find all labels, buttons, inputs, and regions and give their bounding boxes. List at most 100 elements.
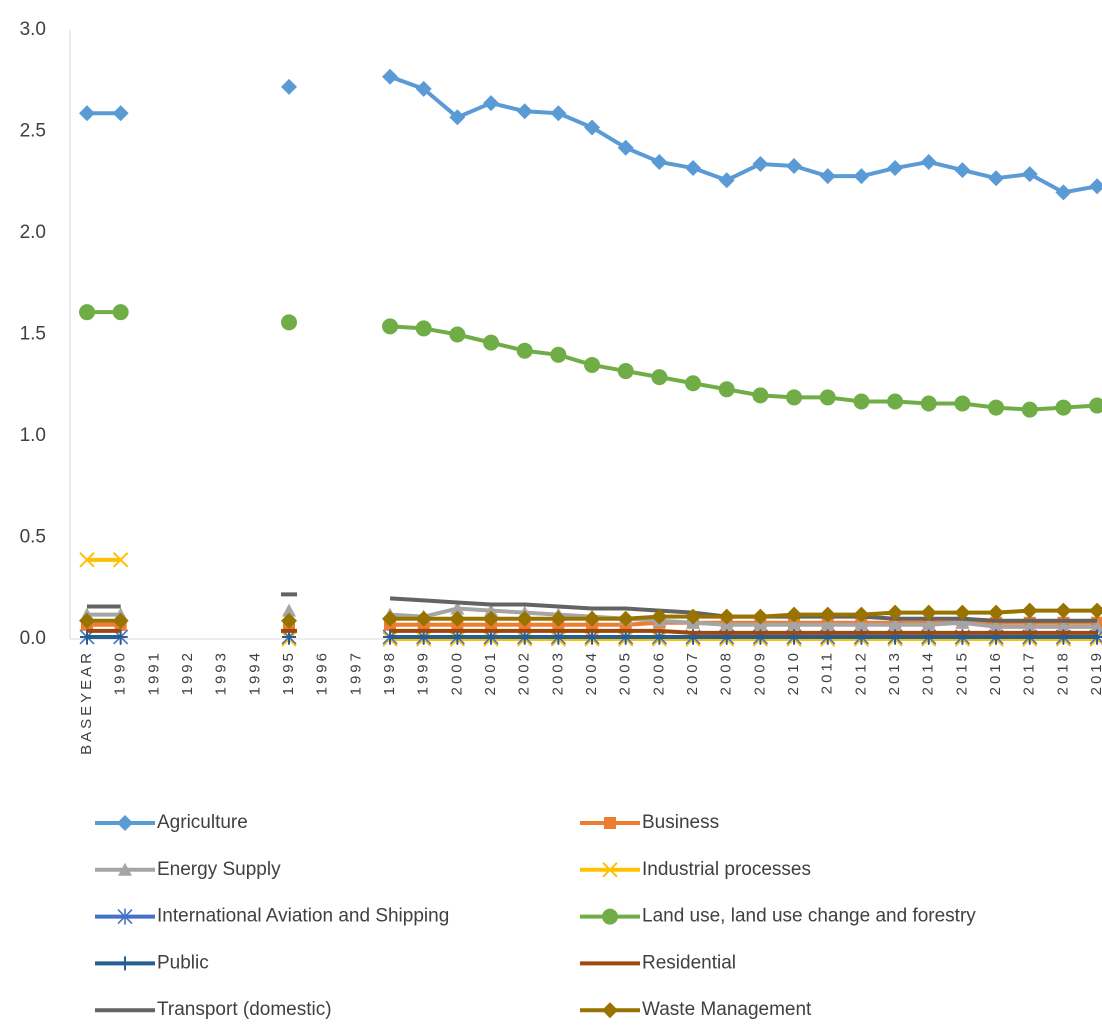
marker <box>887 160 904 177</box>
marker <box>1022 619 1037 633</box>
marker <box>1089 602 1102 619</box>
marker <box>584 610 601 627</box>
marker <box>685 608 702 625</box>
x-tick-label: 2003 <box>549 650 566 695</box>
x-tick-label: 2008 <box>718 650 735 695</box>
marker <box>786 389 803 406</box>
marker <box>602 1002 618 1019</box>
marker <box>786 606 803 623</box>
y-tick-label: 2.5 <box>20 121 46 142</box>
x-tick-label: 2019 <box>1088 650 1102 695</box>
marker <box>887 604 904 621</box>
marker <box>79 552 95 568</box>
marker <box>988 604 1005 621</box>
y-tick-label: 2.0 <box>20 222 46 243</box>
marker <box>920 604 937 621</box>
x-tick-label: 2017 <box>1021 650 1038 695</box>
marker <box>602 908 618 925</box>
marker <box>887 393 904 410</box>
marker <box>853 393 870 410</box>
marker <box>484 603 499 617</box>
marker <box>920 153 937 170</box>
marker <box>281 314 298 331</box>
x-tick-label: 2009 <box>751 650 768 695</box>
marker <box>450 601 465 615</box>
marker <box>415 80 432 97</box>
marker <box>617 363 634 380</box>
x-tick-label: 1995 <box>280 650 297 695</box>
marker <box>1089 178 1102 195</box>
marker <box>787 617 802 631</box>
series <box>80 629 1102 644</box>
marker <box>282 603 297 617</box>
x-tick-label: BASEYEAR <box>78 650 95 755</box>
series-line <box>87 628 1098 635</box>
marker <box>449 326 466 343</box>
marker <box>415 610 432 627</box>
marker <box>483 95 500 112</box>
marker <box>112 105 129 122</box>
x-tick-label: 2013 <box>886 650 903 695</box>
x-tick-label: 1991 <box>145 650 162 695</box>
legend-label: Land use, land use change and forestry <box>642 906 976 927</box>
marker <box>449 109 466 126</box>
marker <box>118 862 132 876</box>
marker <box>1056 619 1071 633</box>
series <box>79 602 1102 629</box>
x-tick-label: 2010 <box>785 650 802 695</box>
marker <box>718 172 735 189</box>
marker <box>853 168 870 185</box>
marker <box>651 608 668 625</box>
marker <box>954 395 971 412</box>
marker <box>584 119 601 136</box>
marker <box>1055 184 1072 201</box>
marker <box>117 908 133 925</box>
legend-label: Business <box>642 812 719 833</box>
x-tick-label: 2001 <box>482 650 499 695</box>
x-tick-label: 2004 <box>583 650 600 695</box>
marker <box>516 610 533 627</box>
legend-label: International Aviation and Shipping <box>157 906 449 927</box>
x-tick-label: 1998 <box>381 650 398 695</box>
series <box>80 601 1102 633</box>
marker <box>79 612 95 629</box>
x-tick-label: 2014 <box>920 650 937 695</box>
legend-label: Waste Management <box>642 999 812 1020</box>
marker <box>651 153 668 170</box>
marker <box>685 160 702 177</box>
marker <box>954 604 971 621</box>
marker <box>602 862 618 878</box>
x-tick-label: 2012 <box>852 650 869 695</box>
marker <box>1055 399 1072 416</box>
x-tick-label: 1999 <box>415 650 432 695</box>
x-tick-label: 2018 <box>1054 650 1071 695</box>
y-tick-label: 1.5 <box>20 324 46 345</box>
marker <box>786 158 803 175</box>
marker <box>382 68 399 85</box>
marker <box>954 162 971 179</box>
x-tick-label: 2006 <box>650 650 667 695</box>
marker <box>79 105 95 122</box>
y-tick-label: 0.0 <box>20 628 46 649</box>
x-tick-label: 1997 <box>347 650 364 695</box>
x-tick-label: 2016 <box>987 650 1004 695</box>
marker <box>1090 619 1102 633</box>
x-tick-label: 2015 <box>953 650 970 695</box>
marker <box>819 168 836 185</box>
marker <box>854 617 869 631</box>
marker <box>651 369 668 386</box>
legend-label: Transport (domestic) <box>157 999 332 1020</box>
series <box>79 68 1102 201</box>
marker <box>718 381 735 398</box>
marker <box>382 318 399 335</box>
y-tick-label: 3.0 <box>20 19 46 40</box>
series <box>79 304 1102 418</box>
y-tick-label: 1.0 <box>20 425 46 446</box>
x-tick-label: 2002 <box>516 650 533 695</box>
marker <box>516 103 533 120</box>
marker <box>853 606 870 623</box>
marker <box>382 610 399 627</box>
x-tick-label: 1992 <box>179 650 196 695</box>
marker <box>752 608 769 625</box>
